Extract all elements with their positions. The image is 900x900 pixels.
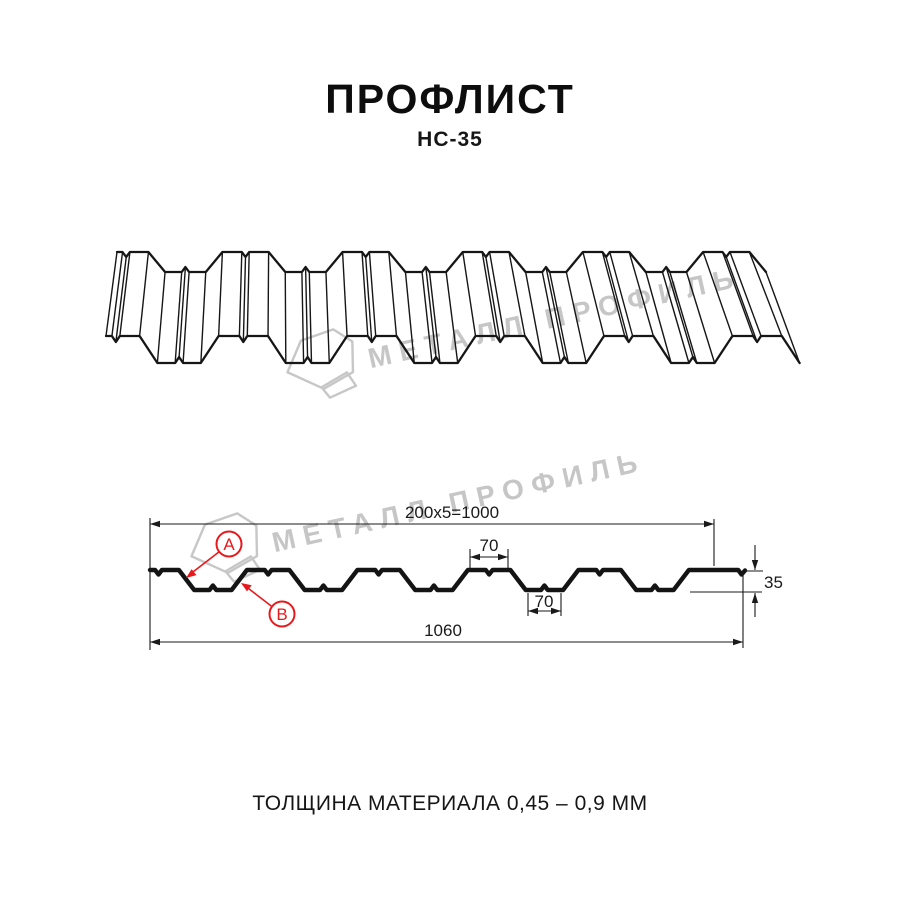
dim-coverage-width: 200x5=1000 [405,503,499,522]
dimension-annotations: 200x5=1000 1060 70 70 35 [149,503,783,650]
dim-crest-width: 70 [480,536,499,555]
sheet-cross-section: 200x5=1000 1060 70 70 35 A B [147,503,783,650]
material-thickness-note: ТОЛЩИНА МАТЕРИАЛА 0,45 – 0,9 ММ [252,792,648,815]
dim-valley-width: 70 [535,592,554,611]
page-title: ПРОФЛИСТ [325,76,575,122]
label-face-a: A [223,535,235,554]
label-face-b: B [276,605,287,624]
profile-model-subtitle: НС-35 [417,128,483,151]
sheet-3d-view [104,250,801,365]
cross-section-profile-outline [147,567,748,593]
metall-profil-logo-icon [286,328,358,399]
watermark-text: МЕТАЛЛ ПРОФИЛЬ [269,445,648,558]
face-labels: A B [186,530,296,628]
dim-profile-height: 35 [764,573,783,592]
dim-total-width: 1060 [424,621,462,640]
